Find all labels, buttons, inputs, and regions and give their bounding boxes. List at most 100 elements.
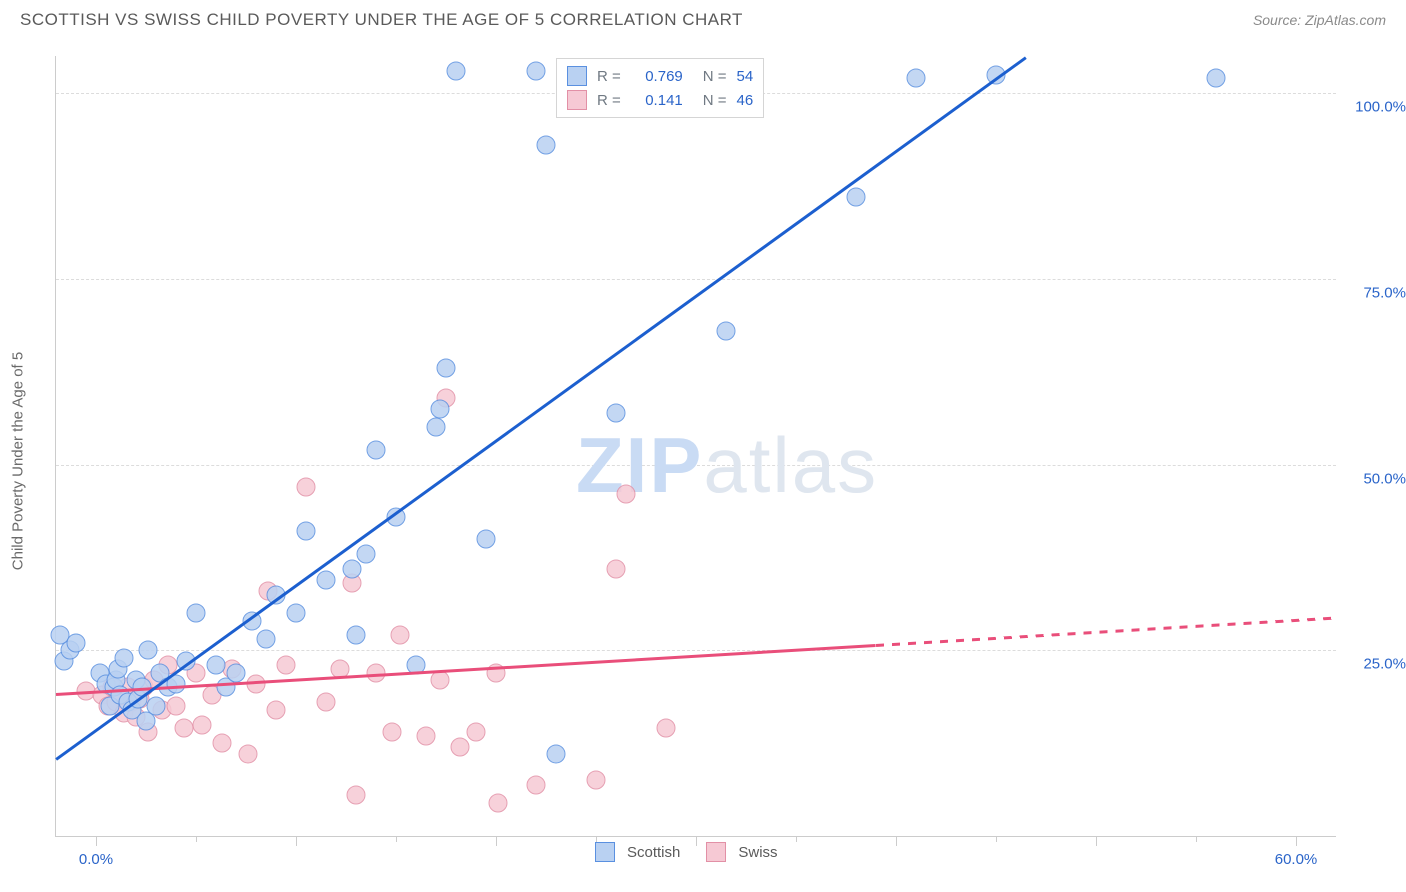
x-tick [96,836,97,846]
point-scottish [51,626,70,645]
point-swiss [203,685,222,704]
point-swiss [417,726,436,745]
chart-title: SCOTTISH VS SWISS CHILD POVERTY UNDER TH… [20,10,743,30]
point-scottish [187,604,206,623]
point-swiss [153,700,172,719]
plot-area: ZIPatlas R =0.769N =54R =0.141N =46 25.0… [55,56,1336,837]
point-swiss [139,723,158,742]
point-swiss [657,719,676,738]
chart-source: Source: ZipAtlas.com [1253,12,1386,28]
legend-stats-row: R = 0.769 N = 54 [567,64,753,88]
y-tick-label: 50.0% [1346,470,1406,487]
point-scottish [847,188,866,207]
point-swiss [527,776,546,795]
point-scottish [447,61,466,80]
point-swiss [343,574,362,593]
x-tick [496,836,497,846]
point-swiss [437,388,456,407]
point-scottish [607,403,626,422]
y-axis-label: Child Poverty Under the Age of 5 [10,352,27,570]
x-label-min: 0.0% [79,851,113,868]
x-label-max: 60.0% [1275,851,1318,868]
legend-series-label: Swiss [738,844,777,861]
x-tick [1296,836,1297,846]
point-swiss [297,477,316,496]
point-scottish [217,678,236,697]
trend-line [55,56,1026,760]
point-swiss [617,485,636,504]
legend-n-value: 46 [737,92,754,109]
legend-n-label: N = [703,68,727,85]
point-scottish [227,663,246,682]
point-swiss [259,581,278,600]
point-scottish [109,659,128,678]
point-swiss [383,723,402,742]
point-swiss [467,723,486,742]
y-tick-label: 75.0% [1346,284,1406,301]
legend-r-label: R = [597,92,621,109]
trend-line [876,617,1336,647]
point-swiss [127,708,146,727]
y-tick-label: 25.0% [1346,656,1406,673]
point-swiss [431,671,450,690]
x-tick [996,836,997,842]
point-scottish [207,656,226,675]
point-swiss [347,786,366,805]
grid-line [56,279,1336,280]
legend-swatch [567,66,587,86]
point-scottish [357,544,376,563]
point-swiss [193,715,212,734]
point-scottish [55,652,74,671]
grid-line [56,650,1336,651]
point-scottish [437,359,456,378]
point-swiss [187,663,206,682]
legend-r-value: 0.769 [631,68,683,85]
x-tick [796,836,797,842]
y-tick-label: 100.0% [1346,99,1406,116]
point-swiss [167,697,186,716]
point-scottish [537,136,556,155]
legend-stats-row: R =0.141N =46 [567,88,753,112]
legend-n-label: N = [703,92,727,109]
legend-stats: R =0.769N =54R =0.141N =46 [556,58,764,118]
point-swiss [317,693,336,712]
point-scottish [367,440,386,459]
point-swiss [391,626,410,645]
legend-swatch [595,842,615,862]
point-scottish [717,321,736,340]
point-swiss [239,745,258,764]
point-scottish [907,69,926,88]
point-scottish [477,529,496,548]
x-tick [296,836,297,846]
chart-header: SCOTTISH VS SWISS CHILD POVERTY UNDER TH… [0,0,1406,36]
point-scottish [105,678,124,697]
point-swiss [489,793,508,812]
point-swiss [213,734,232,753]
point-swiss [267,700,286,719]
legend-swatch [567,90,587,110]
point-scottish [317,570,336,589]
point-swiss [587,771,606,790]
point-scottish [257,630,276,649]
point-scottish [287,604,306,623]
point-scottish [127,671,146,690]
point-swiss [277,656,296,675]
point-swiss [223,659,242,678]
legend-series: Scottish Swiss [595,842,792,862]
point-scottish [343,559,362,578]
x-tick [1096,836,1097,846]
legend-swatch [706,842,726,862]
point-scottish [297,522,316,541]
point-scottish [427,418,446,437]
point-swiss [93,685,112,704]
legend-series-label: Scottish [627,844,680,861]
point-swiss [451,737,470,756]
point-scottish [107,671,126,690]
point-scottish [147,697,166,716]
point-scottish [91,663,110,682]
point-scottish [431,399,450,418]
x-tick [1196,836,1197,842]
legend-r-label: R = [597,68,621,85]
point-swiss [99,697,118,716]
legend-n-value: 54 [737,68,754,85]
